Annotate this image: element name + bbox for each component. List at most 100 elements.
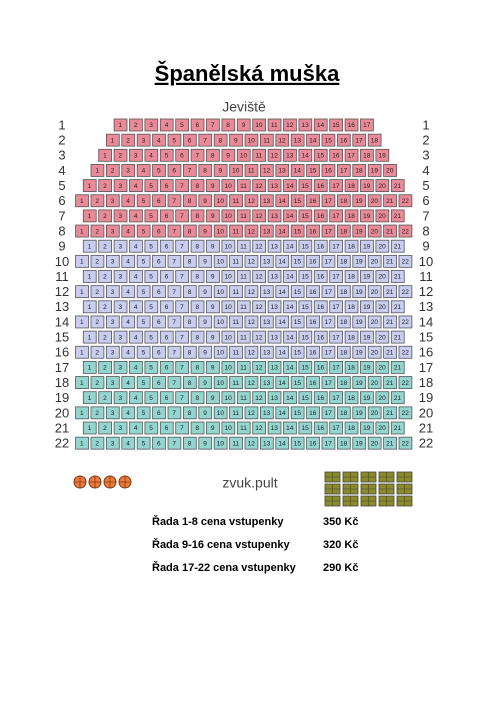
seat-number: 15: [309, 168, 317, 175]
seat: [352, 315, 367, 329]
seat: [106, 345, 120, 359]
row-label: 12: [419, 284, 433, 299]
seat-number: 17: [332, 334, 340, 341]
seat: [136, 376, 151, 389]
seat-number: 15: [294, 319, 302, 326]
seat: [321, 133, 336, 147]
seat: [259, 315, 274, 329]
seat: [375, 270, 390, 283]
seat-number: 2: [103, 213, 107, 220]
seat: [313, 148, 328, 162]
desk-cross: [343, 472, 358, 482]
seat: [360, 118, 374, 132]
seat: [98, 360, 112, 374]
seat: [367, 164, 382, 177]
seat: [375, 209, 390, 223]
seat: [236, 391, 251, 405]
seat-number: 11: [232, 198, 239, 205]
seat: [82, 300, 97, 314]
seat-number: 19: [355, 410, 363, 417]
seat: [90, 254, 105, 268]
seat-number: 10: [224, 365, 232, 372]
seat: [152, 133, 166, 147]
seat-number: 4: [126, 228, 130, 235]
seat: [367, 254, 382, 268]
seat: [352, 345, 367, 359]
seat: [321, 376, 336, 389]
seat-number: 1: [88, 243, 92, 250]
seat-number: 22: [402, 440, 410, 447]
seat: [82, 239, 97, 253]
seat: [167, 285, 182, 299]
seat-number: 21: [394, 365, 402, 372]
seat-number: 17: [325, 380, 333, 387]
seat-number: 18: [348, 243, 356, 250]
seat-number: 22: [402, 380, 410, 387]
seat-number: 19: [378, 153, 386, 160]
seat-number: 22: [402, 228, 410, 235]
seat: [360, 270, 374, 283]
seat-number: 16: [309, 259, 317, 266]
seat-number: 16: [317, 213, 325, 220]
seat: [329, 209, 344, 223]
seat-number: 8: [226, 122, 230, 129]
seat-number: 4: [126, 410, 130, 417]
seat-number: 11: [263, 137, 270, 144]
seat-cross: [119, 476, 131, 488]
seat: [375, 421, 390, 435]
seat-number: 3: [111, 289, 115, 296]
seat: [267, 300, 282, 314]
row-label: 3: [58, 148, 65, 163]
seat-number: 4: [134, 213, 138, 220]
seat-number: 13: [263, 198, 271, 205]
seat: [360, 179, 374, 193]
seat-number: 21: [386, 410, 394, 417]
seat-number: 5: [180, 122, 184, 129]
seat: [159, 179, 174, 193]
seat: [344, 148, 359, 162]
seat-number: 2: [103, 365, 107, 372]
seat: [244, 254, 259, 268]
seat: [390, 209, 405, 223]
seat-number: 11: [271, 122, 278, 129]
seat: [167, 224, 182, 238]
seat: [236, 360, 251, 374]
seat-number: 19: [355, 349, 363, 356]
seat: [106, 315, 120, 329]
seat: [352, 376, 367, 389]
seat: [329, 360, 344, 374]
seat-number: 12: [255, 425, 263, 432]
seat: [252, 118, 266, 132]
seat: [336, 406, 351, 420]
seat-number: 4: [126, 259, 130, 266]
seat: [367, 194, 382, 208]
seat-number: 12: [278, 137, 286, 144]
seat: [383, 194, 397, 208]
seat-number: 17: [332, 243, 340, 250]
seat: [175, 118, 189, 132]
seat: [259, 345, 274, 359]
seat: [113, 330, 128, 344]
seat: [336, 285, 351, 299]
seat-number: 14: [278, 289, 286, 296]
seat: [221, 270, 236, 283]
seat-number: 13: [263, 259, 271, 266]
price-label: Řada 17-22 cena vstupenky: [152, 561, 297, 574]
seat: [144, 330, 159, 344]
seat: [121, 224, 136, 238]
seat: [144, 118, 159, 132]
seat-number: 6: [157, 349, 161, 356]
seat-number: 19: [363, 334, 371, 341]
seat-number: 18: [348, 365, 356, 372]
seat: [182, 285, 197, 299]
seat-number: 10: [224, 213, 232, 220]
seat: [159, 118, 174, 132]
seat: [352, 285, 367, 299]
seat: [298, 118, 313, 132]
seat-number: 7: [180, 365, 184, 372]
seat: [98, 270, 112, 283]
seat-number: 14: [301, 153, 309, 160]
seat: [344, 330, 359, 344]
seat: [398, 376, 413, 389]
seat-number: 2: [118, 153, 122, 160]
